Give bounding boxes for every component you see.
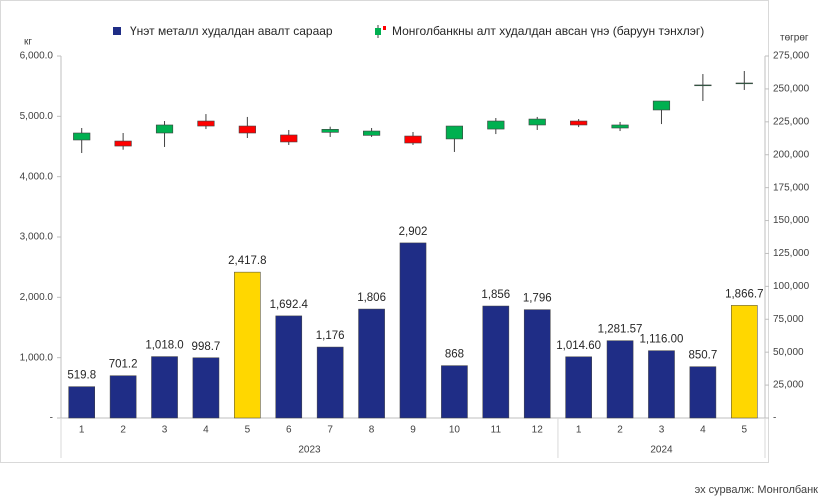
x-tick-label: 4 [203,425,209,436]
value-label: 2,902 [399,226,428,238]
candle-body [114,140,132,147]
value-label: 701.2 [109,359,138,371]
y-tick-label: 4,000.0 [20,171,54,182]
value-label: 998.7 [192,341,221,353]
value-label: 868 [445,349,464,361]
source: эх сурвалж: Монголбанк [695,484,819,496]
legend-label: Монголбанкны алт худалдан авсан үнэ (бар… [392,24,704,38]
candle-body [445,125,463,140]
bar [68,386,96,419]
value-label: 1,692.4 [270,299,309,311]
value-label: 1,176 [316,330,345,342]
bar [192,357,220,419]
y2-tick-label: 25,000 [773,380,804,391]
candle-body [404,135,422,144]
y2-tick-label: 250,000 [773,84,810,95]
value-label: 519.8 [67,370,96,382]
x-tick-label: 3 [659,425,665,436]
bar [234,271,261,419]
candle-body [73,132,91,141]
y2-tick-label: 175,000 [773,182,810,193]
bar [275,315,303,419]
chart-frame [0,0,769,463]
x-tick-label: 4 [700,425,706,436]
y-tick-label: 6,000.0 [20,51,54,62]
x-tick-label: 12 [532,425,544,436]
x-tick-label: 11 [491,425,502,436]
bar [565,356,592,419]
candle-body [197,120,215,127]
y2-axis-label: төгрөг [780,33,809,44]
y2-tick-label: 150,000 [773,215,810,226]
value-label: 2,417.8 [228,255,266,267]
value-label: 850.7 [688,350,717,362]
x-tick-label: 3 [162,425,168,436]
candle-body [487,120,505,130]
y-tick-label: 3,000.0 [20,232,54,243]
candle-body [570,120,588,126]
y2-tick-label: 100,000 [773,281,810,292]
y2-tick-label: 75,000 [773,314,804,325]
x-tick-label: 5 [245,425,251,436]
bar [151,356,178,419]
value-label: 1,116.00 [640,334,684,346]
x-tick-label: 1 [576,425,582,436]
x-tick-label: 5 [742,425,748,436]
candle-body [694,84,712,87]
candle-body [280,134,298,143]
legend-marker [383,26,386,30]
bar [523,309,551,419]
x-tick-label: 10 [449,425,461,436]
legend-marker [113,27,121,35]
value-label: 1,018.0 [145,340,183,352]
x-tick-label: 6 [286,425,292,436]
value-label: 1,856 [481,289,510,301]
bar [358,308,385,419]
y-tick-label: 1,000.0 [20,352,54,363]
bar [316,346,344,419]
x-tick-label: 7 [327,425,333,436]
candle-body [528,118,546,126]
y-axis-label: кг [24,37,32,48]
x-group-label: 2024 [650,445,673,456]
x-tick-label: 1 [79,425,85,436]
x-tick-label: 2 [617,425,623,436]
y2-tick-label: 225,000 [773,116,810,127]
bar [648,350,675,419]
y-tick-label: 5,000.0 [20,111,54,122]
y2-tick-label: 125,000 [773,248,810,259]
value-label: 1,796 [523,293,552,305]
x-tick-label: 9 [410,425,416,436]
candle-body [321,129,339,133]
candle-body [238,125,256,134]
bar [730,305,758,419]
candle-body [735,82,753,85]
x-group-label: 2023 [298,445,321,456]
value-label: 1,281.57 [598,324,643,336]
candle-body [155,124,174,134]
y2-tick-label: 275,000 [773,51,810,62]
bar [482,305,510,419]
y-tick-label: 2,000.0 [20,292,54,303]
x-tick-label: 8 [369,425,375,436]
legend-marker [375,28,381,35]
y2-tick-label: - [773,413,776,424]
candle-body [363,130,381,136]
bar [689,366,717,419]
y-tick-label: - [50,413,53,424]
bar [109,375,137,419]
y2-tick-label: 50,000 [773,347,804,358]
bar [606,340,634,419]
bar [441,365,468,419]
y2-tick-label: 200,000 [773,149,810,160]
candle-body [652,100,671,111]
value-label: 1,014.60 [556,340,601,352]
legend-label: Үнэт металл худалдан авалт сараар [130,24,333,38]
candle-body [611,124,629,129]
x-tick-label: 2 [120,425,126,436]
value-label: 1,866.7 [725,288,763,300]
bar [399,242,427,419]
value-label: 1,806 [357,292,386,304]
